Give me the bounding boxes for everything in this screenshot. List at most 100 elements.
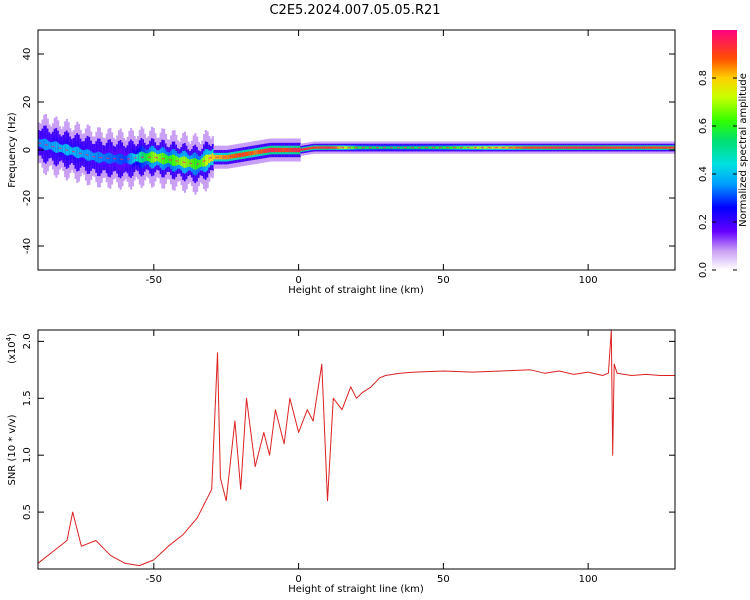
snr-panel: -50 0 50 100 0.5 1.0 1.5 2.0 Height of straight… [5,329,676,595]
snr-ylabel: SNR (10 * v/v) [7,414,18,485]
spectrogram-cell [533,146,536,149]
y-tick-label: -40 [22,238,33,254]
colorbar-tick-label: 0.0 [698,262,709,278]
spectrogram-cell [322,146,326,149]
spectrogram-cell [630,146,633,149]
spectrogram-cell [123,155,126,164]
spectrogram-cell [130,152,133,165]
spectrogram-cell [639,146,642,149]
spectrogram-cell [178,157,181,165]
spectrogram-cell [57,142,60,153]
spectrogram-cell [143,152,147,162]
spectrogram-cell [548,146,551,149]
spectrogram-cell [246,151,249,156]
spectrogram-cell [338,146,341,149]
spectrogram-cell [449,146,452,149]
spectrogram-cell [220,155,223,160]
spectrogram-cell [317,146,320,149]
spectrogram-cell [296,147,299,153]
spectrogram-xlabel: Height of straight line (km) [288,285,424,296]
spectrogram-cell [282,147,286,153]
spectrogram-cell [651,146,654,149]
spectrogram-cell [48,141,51,150]
spectrogram-cell [109,152,112,164]
colorbar-gradient [712,30,737,270]
spectrogram-cell [498,146,501,149]
spectrogram-cell [553,146,557,149]
spectrogram-cell [152,151,155,163]
spectrogram-cell [211,153,214,162]
spectrogram-cell [213,155,216,160]
y-tick-label: 0.5 [22,504,33,520]
x-tick-label: 0 [295,574,301,585]
spectrogram-cell [289,147,293,153]
spectrogram-cell [262,149,265,154]
spectrogram-cell [88,149,91,161]
snr-xlabel: Height of straight line (km) [288,584,424,595]
spectrogram-cell [401,146,404,149]
spectrogram-cell [206,154,209,166]
spectrogram-cell [470,146,473,149]
spectrogram-cell [588,146,591,149]
spectrogram-cell [192,158,195,169]
spectrogram-cell [472,146,475,149]
spectrogram-cell [309,147,312,150]
spectrogram-cell [659,146,663,149]
spectrogram-cell [274,147,277,153]
colorbar-tick-label: 0.6 [698,118,709,134]
spectrogram-cell [157,154,161,162]
spectrogram-cell [581,146,584,149]
spectrogram-cell [441,146,444,149]
spectrogram-cell [201,158,204,167]
spectrogram-cell [428,146,432,149]
spectrogram-cell [479,146,482,149]
spectrogram-cell [414,146,418,149]
spectrogram-cell [583,146,586,149]
snr-series-line [38,330,675,567]
spectrogram-cell [491,146,494,149]
spectrogram-cell [666,146,670,149]
spectrogram-cell [380,146,383,149]
spectrogram-cell [150,151,154,163]
spectrogram-cell [76,146,79,159]
y-tick-label: 2.0 [22,333,33,349]
spectrogram-cell [505,146,508,149]
spectrogram-cell [672,146,675,149]
spectrogram-cell [248,151,251,156]
spectrogram-cell [604,146,607,149]
spectrogram-cell [576,146,579,149]
spectrogram-cell [392,146,395,149]
spectrogram-cell [569,146,572,149]
snr-multiplier-base: (x10 [7,341,18,364]
x-tick-label: 0 [295,275,301,286]
spectrogram-cell [234,153,237,159]
spectrogram-cell [526,146,529,149]
spectrogram-cell [104,154,107,162]
spectrogram-cell [116,154,119,164]
spectrogram-cell [468,146,471,149]
spectrogram-cell [225,155,228,160]
spectrogram-cell [562,146,565,149]
spectrogram-cell [373,146,376,149]
spectrogram-panel: -50 0 50 100 -40 -20 0 20 40 Height of straight … [7,29,676,296]
spectrogram-cell [387,146,390,149]
y-tick-label: 1.5 [22,390,33,406]
colorbar-tick-label: 0.2 [698,214,709,230]
spectrogram-cell [359,146,362,149]
spectrogram-cell [352,146,355,149]
spectrogram-cell [658,146,661,149]
spectrogram-cell [185,157,188,168]
y-tick-label: -20 [22,190,33,206]
spectrogram-cell [534,146,537,149]
svg-text:(x104): (x104) [5,333,18,364]
spectrogram-cell [303,147,306,151]
colorbar-tick-label: 0.8 [698,70,709,86]
spectrogram-cell [117,153,121,165]
spectrogram-cell [138,152,141,163]
spectrogram-cell [477,146,480,149]
spectrogram-cell [203,156,206,167]
spectrogram-cell [331,146,334,149]
spectrogram-cell [625,146,628,149]
spectrogram-cell [53,141,56,153]
spectrogram-cell [520,146,524,149]
